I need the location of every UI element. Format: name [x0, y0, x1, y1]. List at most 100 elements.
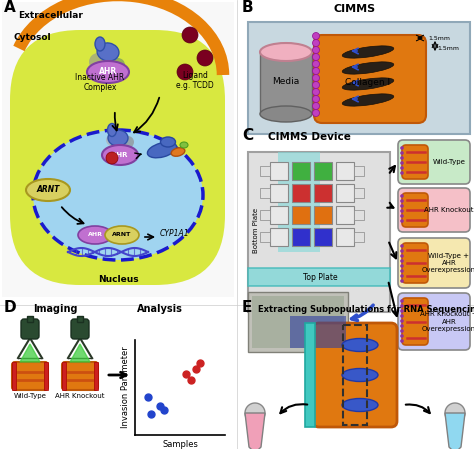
Point: [182, 371, 189, 378]
Circle shape: [312, 61, 319, 67]
FancyBboxPatch shape: [398, 140, 470, 184]
FancyBboxPatch shape: [402, 145, 428, 179]
Ellipse shape: [33, 130, 203, 260]
Polygon shape: [20, 344, 40, 362]
Circle shape: [400, 151, 404, 155]
Bar: [305, 323, 315, 427]
Bar: [278, 152, 320, 252]
Circle shape: [89, 53, 107, 71]
Circle shape: [312, 88, 319, 96]
Bar: [354, 188, 364, 198]
Circle shape: [122, 136, 134, 148]
FancyBboxPatch shape: [402, 193, 428, 227]
Point: [160, 406, 168, 414]
Circle shape: [312, 40, 319, 47]
FancyBboxPatch shape: [398, 293, 470, 350]
Ellipse shape: [108, 123, 117, 136]
Bar: [292, 206, 310, 224]
Circle shape: [400, 264, 404, 268]
Text: AHR Knockout: AHR Knockout: [55, 393, 105, 399]
Circle shape: [400, 194, 404, 198]
Bar: [252, 296, 344, 348]
Point: [147, 410, 155, 418]
Circle shape: [400, 204, 404, 208]
Bar: [270, 206, 288, 224]
Circle shape: [400, 309, 404, 313]
X-axis label: Samples: Samples: [162, 440, 198, 449]
Circle shape: [400, 334, 404, 338]
Polygon shape: [70, 344, 90, 362]
Circle shape: [245, 403, 265, 423]
Circle shape: [400, 329, 404, 333]
Circle shape: [400, 199, 404, 203]
Circle shape: [111, 141, 125, 155]
Text: Collagen I: Collagen I: [346, 78, 391, 87]
Ellipse shape: [171, 148, 185, 156]
FancyBboxPatch shape: [12, 362, 48, 390]
Bar: [292, 184, 310, 202]
Ellipse shape: [161, 137, 175, 147]
Circle shape: [400, 171, 404, 175]
Ellipse shape: [87, 61, 129, 83]
Circle shape: [102, 47, 118, 63]
Point: [144, 393, 152, 401]
FancyBboxPatch shape: [71, 319, 89, 339]
Text: B: B: [242, 0, 254, 15]
Ellipse shape: [180, 142, 188, 148]
Bar: [248, 268, 390, 286]
Ellipse shape: [342, 369, 378, 382]
Bar: [2, 2, 234, 297]
Bar: [44, 362, 48, 390]
Text: AHR: AHR: [99, 67, 117, 76]
Bar: [248, 22, 470, 134]
Bar: [260, 232, 270, 242]
Text: ARNT: ARNT: [36, 185, 60, 194]
FancyBboxPatch shape: [314, 35, 426, 123]
Circle shape: [400, 314, 404, 318]
Circle shape: [197, 50, 213, 66]
Text: CIMMS: CIMMS: [334, 4, 376, 14]
Text: CYP1A1: CYP1A1: [160, 229, 190, 238]
Text: Nucleus: Nucleus: [98, 275, 138, 284]
Text: Extracellular: Extracellular: [18, 11, 83, 20]
Circle shape: [93, 65, 107, 79]
Polygon shape: [445, 413, 465, 449]
Ellipse shape: [105, 226, 139, 244]
Bar: [12, 362, 16, 390]
Circle shape: [400, 219, 404, 223]
Circle shape: [106, 152, 118, 164]
FancyBboxPatch shape: [62, 362, 98, 390]
Circle shape: [177, 64, 193, 80]
Bar: [314, 162, 332, 180]
Text: Bottom Plate: Bottom Plate: [253, 207, 259, 252]
Text: Inactive AHR
Complex: Inactive AHR Complex: [75, 73, 125, 92]
Circle shape: [111, 58, 125, 72]
Bar: [314, 184, 332, 202]
Bar: [260, 52, 312, 114]
Circle shape: [400, 156, 404, 160]
Circle shape: [400, 304, 404, 308]
Ellipse shape: [78, 226, 112, 244]
Ellipse shape: [342, 399, 378, 411]
Bar: [314, 228, 332, 246]
Text: AHR Knockout +
AHR
Overexpression: AHR Knockout + AHR Overexpression: [420, 312, 474, 331]
Bar: [336, 184, 354, 202]
Ellipse shape: [108, 130, 128, 146]
Bar: [77, 316, 83, 322]
Text: E: E: [242, 300, 252, 315]
Circle shape: [400, 166, 404, 170]
Text: Ligand
e.g. TCDD: Ligand e.g. TCDD: [176, 70, 214, 90]
Circle shape: [400, 279, 404, 283]
Text: A: A: [4, 0, 16, 15]
Bar: [336, 206, 354, 224]
Bar: [27, 316, 33, 322]
Text: D: D: [4, 300, 17, 315]
Bar: [270, 184, 288, 202]
Ellipse shape: [342, 46, 394, 58]
Circle shape: [400, 319, 404, 323]
Ellipse shape: [97, 43, 119, 61]
Text: Wild-Type +
AHR
Overexpression: Wild-Type + AHR Overexpression: [422, 253, 474, 273]
Text: AHR Knockout: AHR Knockout: [424, 207, 474, 213]
Text: Extracting Subpopulations for RNA Sequencing: Extracting Subpopulations for RNA Sequen…: [258, 305, 474, 314]
Bar: [270, 162, 288, 180]
